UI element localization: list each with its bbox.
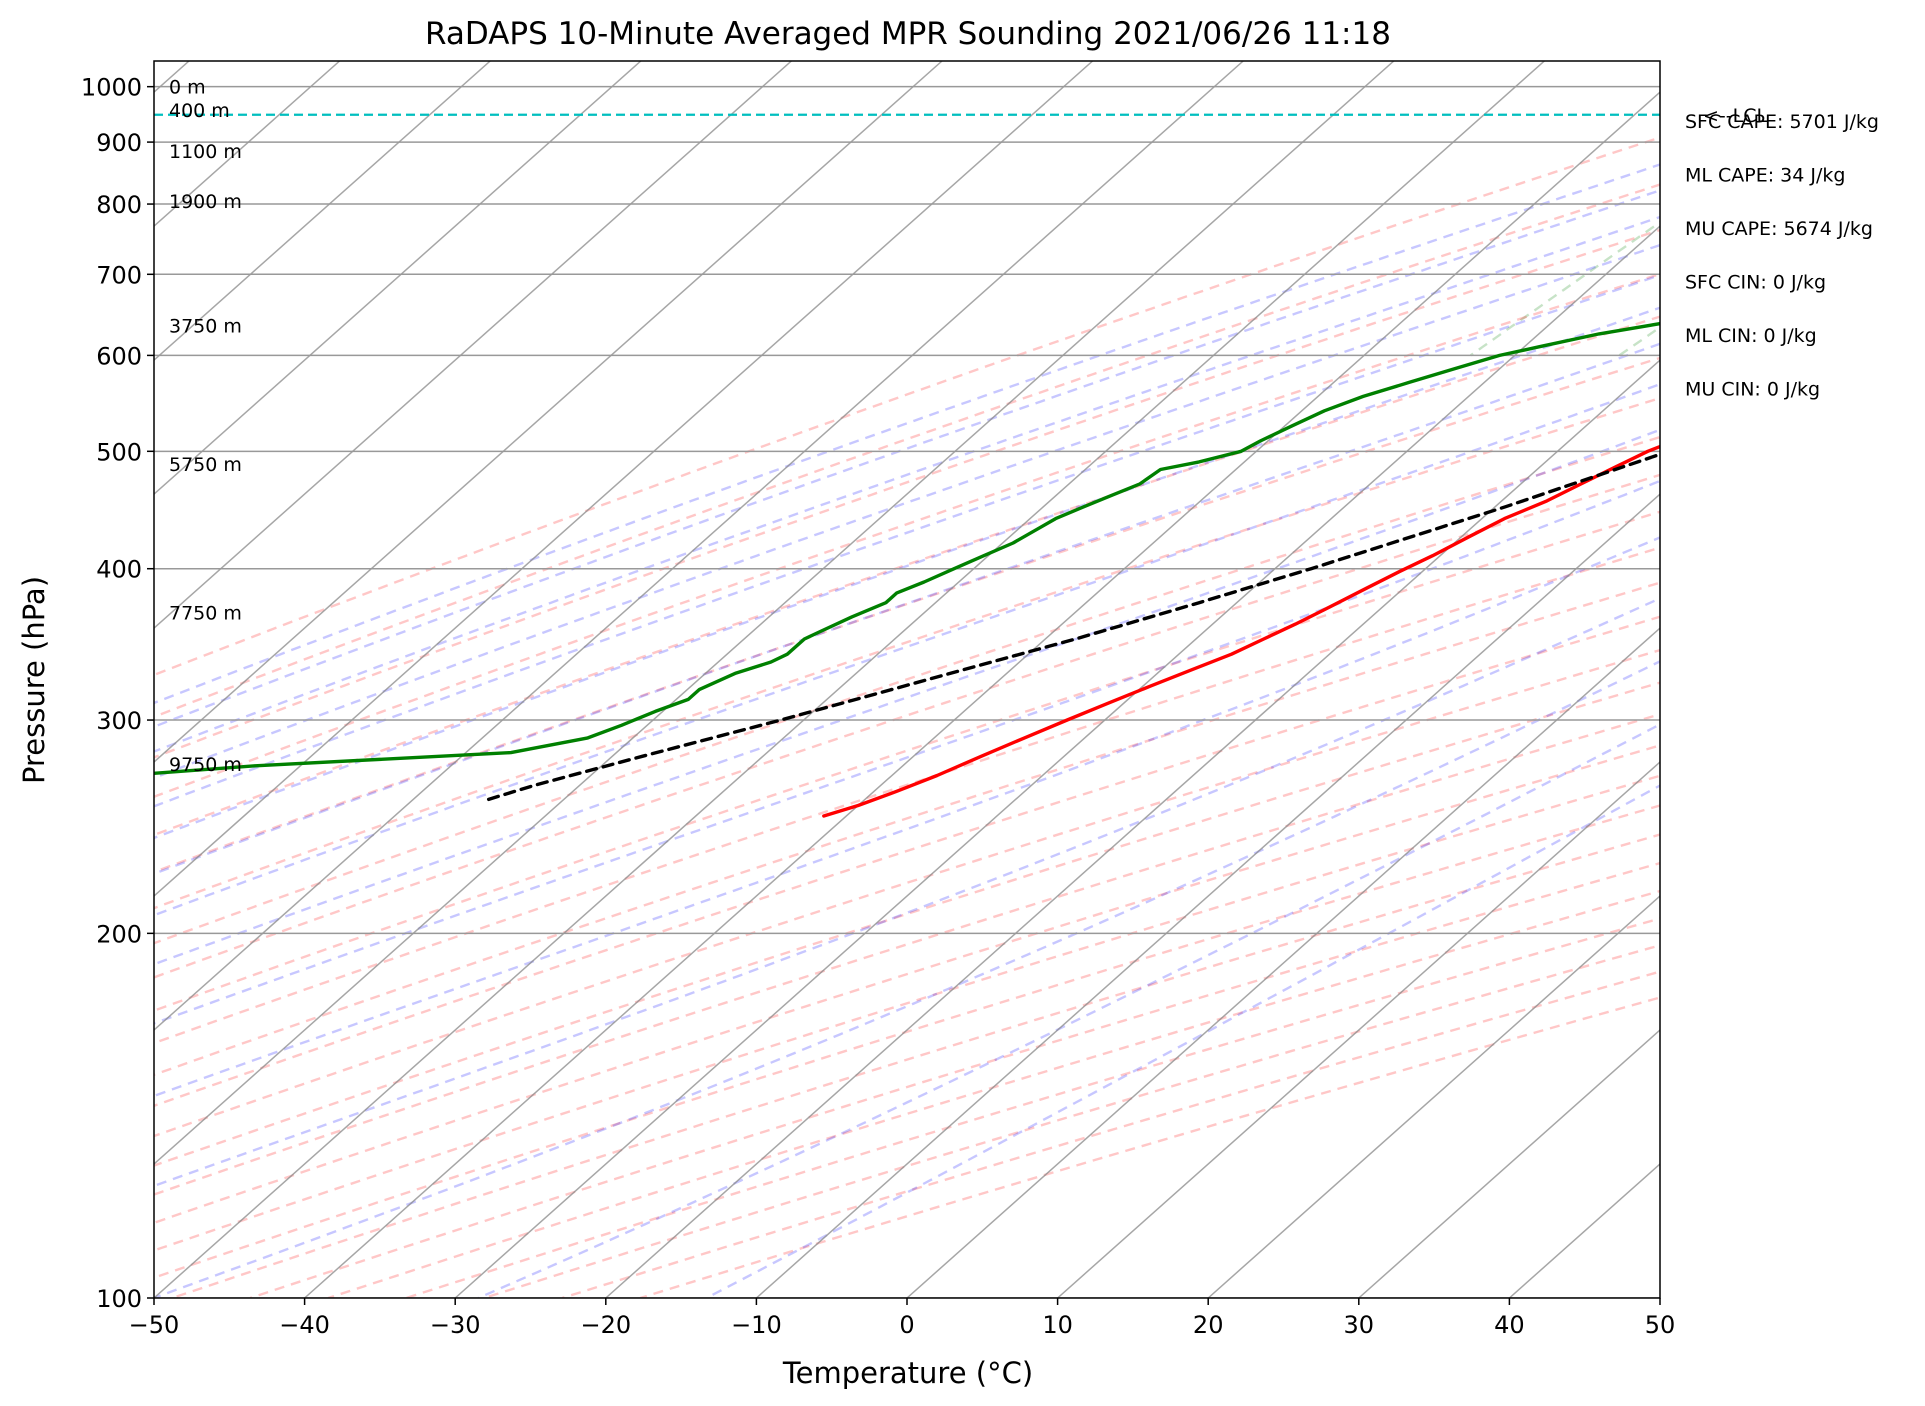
x-axis: −50 −40 −30 −20 −10 0 10 20 30 40 50 bbox=[129, 1298, 1676, 1339]
x-tick-label: −50 bbox=[129, 1311, 180, 1339]
stat-label: MU CIN: 0 J/kg bbox=[1685, 379, 1820, 401]
x-tick-label: 0 bbox=[899, 1311, 914, 1339]
dewpoint-profile bbox=[154, 321, 1660, 775]
dry-adiabat bbox=[154, 681, 1660, 1167]
stat-label: MU CAPE: 5674 J/kg bbox=[1685, 218, 1873, 240]
x-tick-label: 30 bbox=[1344, 1311, 1375, 1339]
isotherm bbox=[906, 627, 1660, 1298]
height-label: 1100 m bbox=[169, 141, 242, 163]
height-label: 9750 m bbox=[169, 754, 242, 776]
x-tick-label: −20 bbox=[580, 1311, 631, 1339]
x-tick-label: −10 bbox=[731, 1311, 782, 1339]
dry-adiabat bbox=[154, 713, 1660, 1196]
isotherm bbox=[1358, 1029, 1660, 1298]
height-label: 7750 m bbox=[169, 603, 242, 625]
x-tick-label: −30 bbox=[430, 1311, 481, 1339]
dry-adiabat bbox=[154, 356, 1660, 874]
stat-label: SFC CAPE: 5701 J/kg bbox=[1685, 111, 1879, 133]
y-axis: 100 200 300 400 500 600 700 800 900 1000 bbox=[81, 74, 154, 1313]
x-tick-label: −40 bbox=[279, 1311, 330, 1339]
isotherm bbox=[154, 61, 1545, 1298]
skewed-isotherms bbox=[154, 61, 1660, 1298]
isotherm bbox=[154, 61, 642, 496]
sounding-series bbox=[154, 321, 1660, 818]
dry-adiabat bbox=[154, 648, 1660, 1138]
moist-adiabat bbox=[154, 596, 1660, 1188]
temperature-profile bbox=[822, 444, 1660, 818]
y-axis-label: Pressure (hPa) bbox=[17, 576, 51, 784]
y-tick-label: 300 bbox=[96, 707, 142, 735]
dry-adiabat bbox=[154, 136, 1660, 677]
y-tick-label: 600 bbox=[96, 342, 142, 370]
height-label: 0 m bbox=[169, 77, 206, 99]
isotherm bbox=[1057, 761, 1660, 1298]
lcl-label: <--LCL bbox=[1703, 105, 1767, 127]
isotherm bbox=[154, 61, 943, 764]
isobar-gridlines bbox=[154, 85, 1660, 1298]
dry-adiabat bbox=[154, 615, 1660, 1108]
moist-adiabat bbox=[154, 273, 1660, 808]
height-label: 5750 m bbox=[169, 454, 242, 476]
x-tick-label: 40 bbox=[1494, 1311, 1525, 1339]
isotherm bbox=[605, 359, 1660, 1298]
moist-adiabat bbox=[154, 479, 1660, 1025]
isotherm bbox=[454, 225, 1660, 1298]
height-label: 1900 m bbox=[169, 191, 242, 213]
x-tick-label: 50 bbox=[1645, 1311, 1676, 1339]
y-tick-label: 500 bbox=[96, 438, 142, 466]
dry-adiabat bbox=[154, 435, 1660, 945]
x-tick-label: 20 bbox=[1193, 1311, 1224, 1339]
moist-adiabat bbox=[154, 342, 1660, 876]
stat-label: ML CAPE: 34 J/kg bbox=[1685, 165, 1845, 187]
moist-adiabats bbox=[154, 163, 1660, 1298]
stat-label: ML CIN: 0 J/kg bbox=[1685, 325, 1817, 347]
y-tick-label: 700 bbox=[96, 261, 142, 289]
parcel-profile bbox=[486, 452, 1660, 802]
dry-adiabat bbox=[154, 581, 1660, 1077]
x-axis-label: Temperature (°C) bbox=[782, 1356, 1033, 1390]
height-label: 400 m bbox=[169, 100, 230, 122]
isotherm bbox=[304, 91, 1660, 1298]
y-tick-label: 200 bbox=[96, 920, 142, 948]
stat-label: SFC CIN: 0 J/kg bbox=[1685, 272, 1826, 294]
dry-adiabat bbox=[154, 396, 1660, 910]
isotherm bbox=[154, 61, 1094, 898]
stats-panel: SFC CAPE: 5701 J/kg ML CAPE: 34 J/kg MU CA… bbox=[1685, 111, 1879, 401]
isotherm bbox=[154, 61, 792, 630]
isotherm bbox=[1207, 895, 1660, 1298]
dry-adiabat bbox=[154, 228, 1660, 759]
isotherm bbox=[154, 61, 1244, 1032]
chart-title: RaDAPS 10-Minute Averaged MPR Sounding 2… bbox=[425, 16, 1391, 52]
moist-adiabat bbox=[154, 189, 1660, 729]
moist-adiabat bbox=[477, 722, 1660, 1298]
y-tick-label: 900 bbox=[96, 129, 142, 157]
y-tick-label: 1000 bbox=[81, 74, 142, 102]
plot-area bbox=[154, 61, 1660, 1298]
moist-adiabat bbox=[154, 536, 1660, 1098]
height-label: 3750 m bbox=[169, 316, 242, 338]
isotherm bbox=[154, 61, 491, 362]
y-tick-label: 800 bbox=[96, 191, 142, 219]
moist-adiabat bbox=[154, 243, 1660, 780]
x-tick-label: 10 bbox=[1042, 1311, 1073, 1339]
dry-adiabat bbox=[154, 473, 1660, 979]
y-tick-label: 100 bbox=[96, 1285, 142, 1313]
isotherm bbox=[755, 493, 1660, 1298]
y-tick-label: 400 bbox=[96, 556, 142, 584]
isotherm bbox=[154, 61, 1395, 1166]
